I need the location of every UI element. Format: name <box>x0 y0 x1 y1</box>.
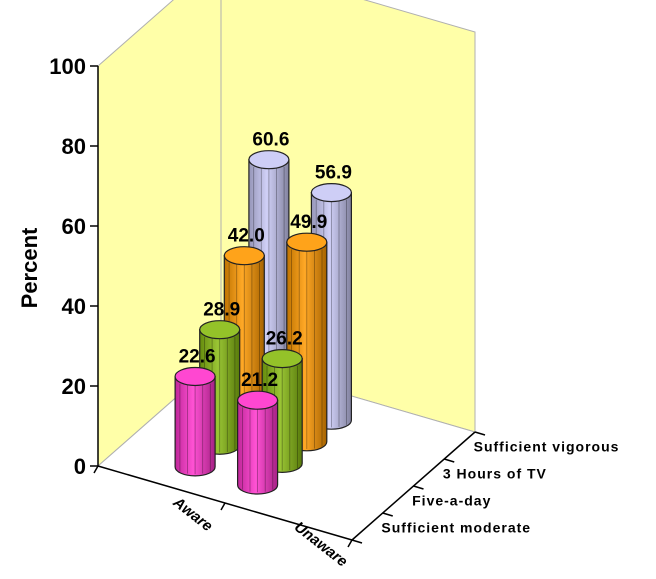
bar-top <box>261 349 303 369</box>
bars <box>174 150 352 495</box>
data-label: 21.2 <box>241 370 278 391</box>
y-tick-label: 60 <box>62 214 86 239</box>
series-label: 3 Hours of TV <box>443 466 547 482</box>
y-tick-label: 80 <box>62 134 86 159</box>
series-axis: Sufficient moderate Five-a-day 3 Hours of … <box>351 431 620 544</box>
data-label: 28.9 <box>203 300 240 321</box>
data-label: 60.6 <box>252 130 289 151</box>
y-axis: Percent 0 20 40 60 80 100 <box>17 54 99 479</box>
bar-body <box>237 399 279 495</box>
category-tick <box>347 539 353 548</box>
y-tick-label: 100 <box>49 54 86 79</box>
bar-top <box>248 150 290 170</box>
series-tick <box>413 485 424 490</box>
category-tick <box>220 502 226 511</box>
bar-top <box>310 183 352 203</box>
data-label: 26.2 <box>266 329 303 350</box>
series-tick <box>351 539 363 544</box>
bar-top <box>286 232 328 252</box>
series-label: Sufficient vigorous <box>474 439 620 455</box>
y-tick-label: 40 <box>62 294 86 319</box>
y-tick-label: 0 <box>74 454 86 479</box>
series-tick <box>474 431 486 436</box>
bar <box>174 366 216 477</box>
bar-top <box>237 390 279 410</box>
series-label: Sufficient moderate <box>381 520 531 536</box>
data-label: 22.6 <box>179 346 216 367</box>
series-tick <box>382 512 393 517</box>
data-labels: 60.6 56.9 42.0 49.9 28.9 26.2 22.6 21.2 <box>179 130 352 392</box>
y-tick-label: 20 <box>62 374 86 399</box>
data-label: 49.9 <box>290 212 327 233</box>
bar-top <box>199 320 241 340</box>
category-tick <box>93 465 99 474</box>
data-label: 42.0 <box>228 226 265 247</box>
bar-top <box>174 366 216 387</box>
series-label: Five-a-day <box>412 493 491 509</box>
bar <box>237 390 279 495</box>
bar-top <box>223 246 265 266</box>
data-label: 56.9 <box>315 163 352 184</box>
bar-body <box>174 375 216 477</box>
category-label: Aware <box>169 493 216 535</box>
series-tick <box>444 458 455 463</box>
y-axis-title: Percent <box>17 227 42 308</box>
